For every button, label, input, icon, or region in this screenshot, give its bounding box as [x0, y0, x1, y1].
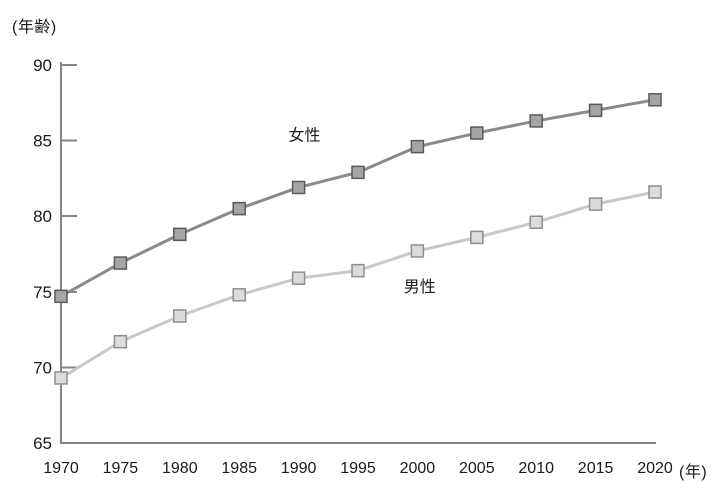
x-axis-unit-label: (年)	[679, 464, 708, 481]
chart-point-male	[54, 371, 68, 385]
y-axis-tick-label: 90	[33, 56, 52, 75]
chart-point-female	[410, 139, 425, 154]
x-axis-tick-label: 2015	[578, 460, 614, 477]
chart-point-male	[232, 288, 246, 302]
chart-line-male	[60, 190, 656, 380]
y-axis-tick-label: 65	[33, 434, 52, 453]
chart-point-female	[113, 256, 128, 270]
chart-point-female	[529, 114, 543, 128]
chart-point-female	[173, 227, 187, 242]
y-axis-tick-label: 70	[33, 358, 52, 377]
chart-point-male	[291, 271, 306, 285]
chart-point-male	[470, 230, 484, 245]
x-axis-tick-label: 1970	[43, 460, 79, 477]
x-axis-tick-label: 1985	[221, 460, 257, 477]
y-axis-tick-label: 80	[33, 207, 52, 226]
x-axis-tick-label: 1990	[281, 460, 317, 477]
chart-point-female	[54, 289, 68, 304]
chart-point-female	[232, 201, 246, 216]
chart-point-male	[410, 244, 425, 258]
chart-point-male	[351, 263, 365, 278]
x-axis-tick-label: 1975	[103, 460, 139, 477]
x-axis-tick-label: 2010	[518, 460, 554, 477]
chart-point-male	[529, 215, 543, 229]
chart-point-male	[173, 309, 187, 323]
chart-point-female	[588, 103, 603, 118]
y-axis-tick-label: 75	[33, 283, 52, 302]
x-axis-tick-label: 1980	[162, 460, 198, 477]
chart-point-female	[648, 93, 662, 107]
x-axis-tick-label: 2020	[637, 460, 673, 477]
y-axis-unit-label: (年齢)	[12, 19, 57, 36]
chart-point-male	[113, 334, 128, 349]
x-axis-tick-label: 2000	[400, 460, 436, 477]
y-axis-tick-label: 85	[33, 132, 52, 151]
series-label-male: 男性	[404, 278, 436, 296]
chart-point-male	[588, 197, 603, 211]
series-label-female: 女性	[289, 126, 321, 145]
chart-point-female	[470, 126, 484, 140]
x-axis-tick-label: 2005	[459, 460, 495, 477]
chart-point-female	[351, 165, 365, 180]
chart-point-male	[648, 185, 662, 199]
chart-point-female	[291, 180, 306, 195]
x-axis-tick-label: 1995	[340, 460, 376, 477]
